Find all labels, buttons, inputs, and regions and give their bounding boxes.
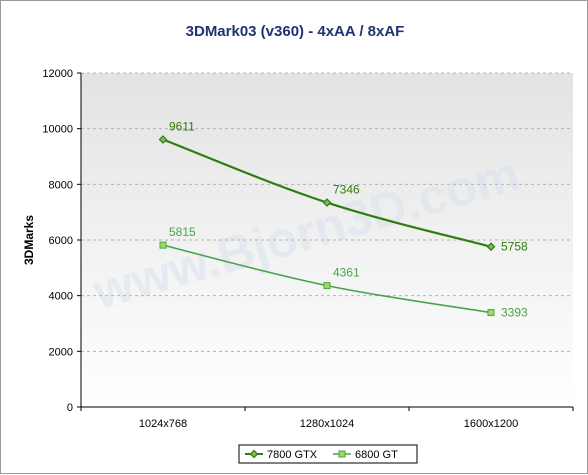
x-tick-label: 1600x1200	[464, 418, 518, 430]
data-point	[487, 309, 495, 317]
x-tick-label: 1024x768	[139, 418, 187, 430]
data-label: 5758	[501, 240, 528, 254]
data-label: 4361	[333, 266, 360, 280]
y-tick-label: 4000	[49, 291, 73, 303]
y-tick-label: 2000	[49, 346, 73, 358]
data-label: 9611	[169, 119, 195, 133]
data-point	[158, 135, 168, 144]
y-tick-label: 8000	[49, 179, 73, 191]
x-tick-label: 1280x1024	[300, 418, 354, 430]
data-point	[323, 282, 331, 290]
data-point	[322, 198, 332, 207]
data-label: 3393	[501, 306, 528, 320]
y-tick-label: 10000	[42, 124, 73, 136]
legend-label: 7800 GTX	[267, 449, 318, 461]
data-point	[486, 242, 496, 252]
y-axis-label: 3DMarks	[22, 215, 36, 265]
data-label: 5815	[169, 225, 196, 239]
legend-swatch-marker	[338, 450, 346, 458]
y-tick-label: 12000	[42, 68, 73, 80]
data-label: 7346	[333, 183, 360, 197]
chart-title: 3DMark03 (v360) - 4xAA / 8xAF	[186, 23, 405, 40]
legend-label: 6800 GT	[355, 449, 398, 461]
y-tick-label: 0	[67, 402, 73, 414]
legend-box	[238, 444, 418, 464]
legend-swatch-marker	[249, 449, 259, 459]
data-point	[159, 241, 167, 249]
y-tick-label: 6000	[49, 235, 73, 247]
